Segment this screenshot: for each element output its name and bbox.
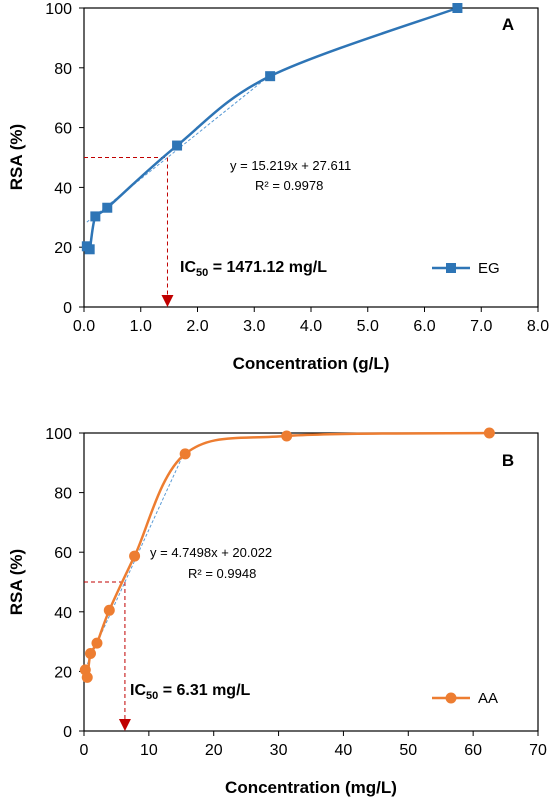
ic50-arrow-icon	[118, 719, 131, 731]
y-tick-label: 100	[45, 1, 72, 18]
panel-letter: B	[502, 451, 514, 470]
y-tick-label: 80	[54, 61, 72, 78]
x-tick-label: 1.0	[130, 318, 152, 335]
y-tick-label: 60	[54, 121, 72, 138]
legend-marker-icon	[445, 692, 457, 704]
x-tick-label: 4.0	[300, 318, 322, 335]
x-tick-label: 5.0	[357, 318, 379, 335]
data-point	[81, 671, 93, 683]
chart-panel-b: 0 10 20 30 40 50 60 70 0 20 40 60 80 100 RSA (%) Concen…	[7, 426, 547, 797]
x-tick-label: 7.0	[470, 318, 492, 335]
series-line-eg	[85, 6, 458, 253]
y-tick-label: 80	[54, 486, 72, 503]
data-point	[172, 140, 183, 151]
x-tick-label: 8.0	[527, 318, 549, 335]
x-tick-label: 2.0	[186, 318, 208, 335]
y-tick-label: 100	[45, 426, 72, 443]
data-point	[179, 448, 191, 460]
y-tick-label: 0	[63, 300, 72, 317]
legend-label: AA	[478, 690, 498, 707]
x-tick-label: 30	[270, 742, 288, 759]
x-tick-label: 40	[335, 742, 353, 759]
x-tick-label: 50	[399, 742, 417, 759]
x-tick-label: 6.0	[413, 318, 435, 335]
data-point	[84, 244, 95, 255]
x-tick-label: 60	[464, 742, 482, 759]
ic50-label: IC50 = 1471.12 mg/L	[180, 259, 327, 279]
y-tick-label: 20	[54, 240, 72, 257]
x-tick-label: 10	[140, 742, 158, 759]
data-point	[452, 3, 463, 13]
trendline-r2: R² = 0.9948	[188, 566, 256, 581]
y-tick-label: 40	[54, 180, 72, 197]
x-tick-label: 3.0	[243, 318, 265, 335]
data-point	[102, 202, 113, 213]
y-axis-title: RSA (%)	[7, 549, 26, 615]
data-point	[90, 211, 101, 222]
y-tick-label: 20	[54, 664, 72, 681]
y-tick-label: 60	[54, 545, 72, 562]
series-line-aa	[84, 431, 490, 680]
x-tick-label: 0	[80, 742, 89, 759]
x-tick-label: 20	[205, 742, 223, 759]
trendline-equation: y = 4.7498x + 20.022	[150, 545, 272, 560]
ic50-label: IC50 = 6.31 mg/L	[130, 682, 251, 702]
data-point	[483, 427, 495, 439]
data-point	[84, 648, 96, 660]
legend-label: EG	[478, 260, 500, 277]
data-point	[103, 604, 115, 616]
data-point	[281, 430, 293, 442]
data-point	[91, 637, 103, 649]
x-axis-title: Concentration (mg/L)	[225, 778, 397, 797]
x-tick-label: 0.0	[73, 318, 95, 335]
x-axis-title: Concentration (g/L)	[233, 354, 390, 373]
y-tick-label: 40	[54, 605, 72, 622]
data-point	[129, 550, 141, 562]
trendline-r2: R² = 0.9978	[255, 178, 323, 193]
chart-panel-a: 0.0 1.0 2.0 3.0 4.0 5.0 6.0 7.0 8.0 0 20 40 60 80 100 R…	[7, 1, 549, 373]
plot-area	[83, 432, 539, 732]
legend-marker-icon	[446, 263, 456, 273]
panel-letter: A	[502, 15, 514, 34]
y-tick-label: 0	[63, 724, 72, 741]
trendline-equation: y = 15.219x + 27.611	[230, 158, 351, 173]
y-axis-title: RSA (%)	[7, 124, 26, 190]
ic50-arrow-icon	[161, 295, 174, 307]
x-tick-label: 70	[529, 742, 547, 759]
data-point	[265, 71, 276, 82]
